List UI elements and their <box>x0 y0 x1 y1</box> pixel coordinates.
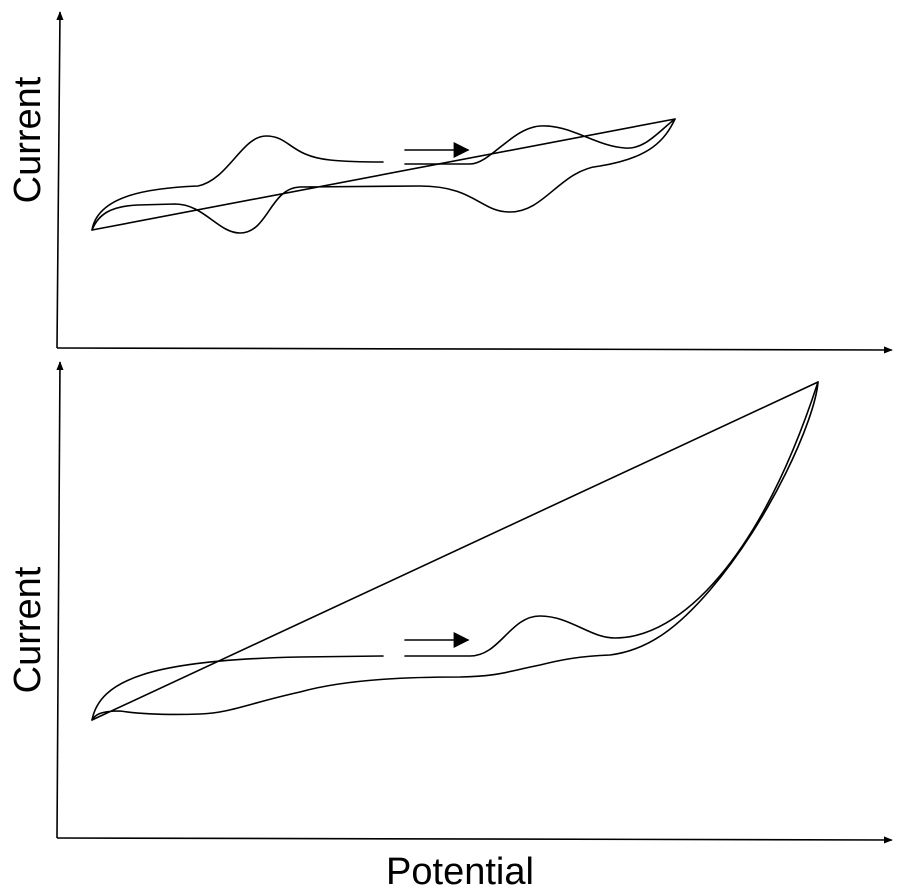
top-forward-trace <box>91 118 676 231</box>
bottom-forward-trace <box>91 381 819 721</box>
bottom-reverse-trace <box>91 381 819 721</box>
top-panel: Current <box>7 11 893 354</box>
bottom-x-axis <box>56 836 893 844</box>
top-y-axis <box>56 11 64 349</box>
x-axis-label: Potential <box>386 851 534 893</box>
top-reverse-trace <box>91 118 676 234</box>
top-x-axis <box>56 346 893 354</box>
bottom-y-axis <box>56 361 64 839</box>
top-y-axis-label: Current <box>7 76 49 203</box>
bottom-panel: Current Potential <box>7 361 893 893</box>
bottom-y-axis-label: Current <box>7 566 49 693</box>
